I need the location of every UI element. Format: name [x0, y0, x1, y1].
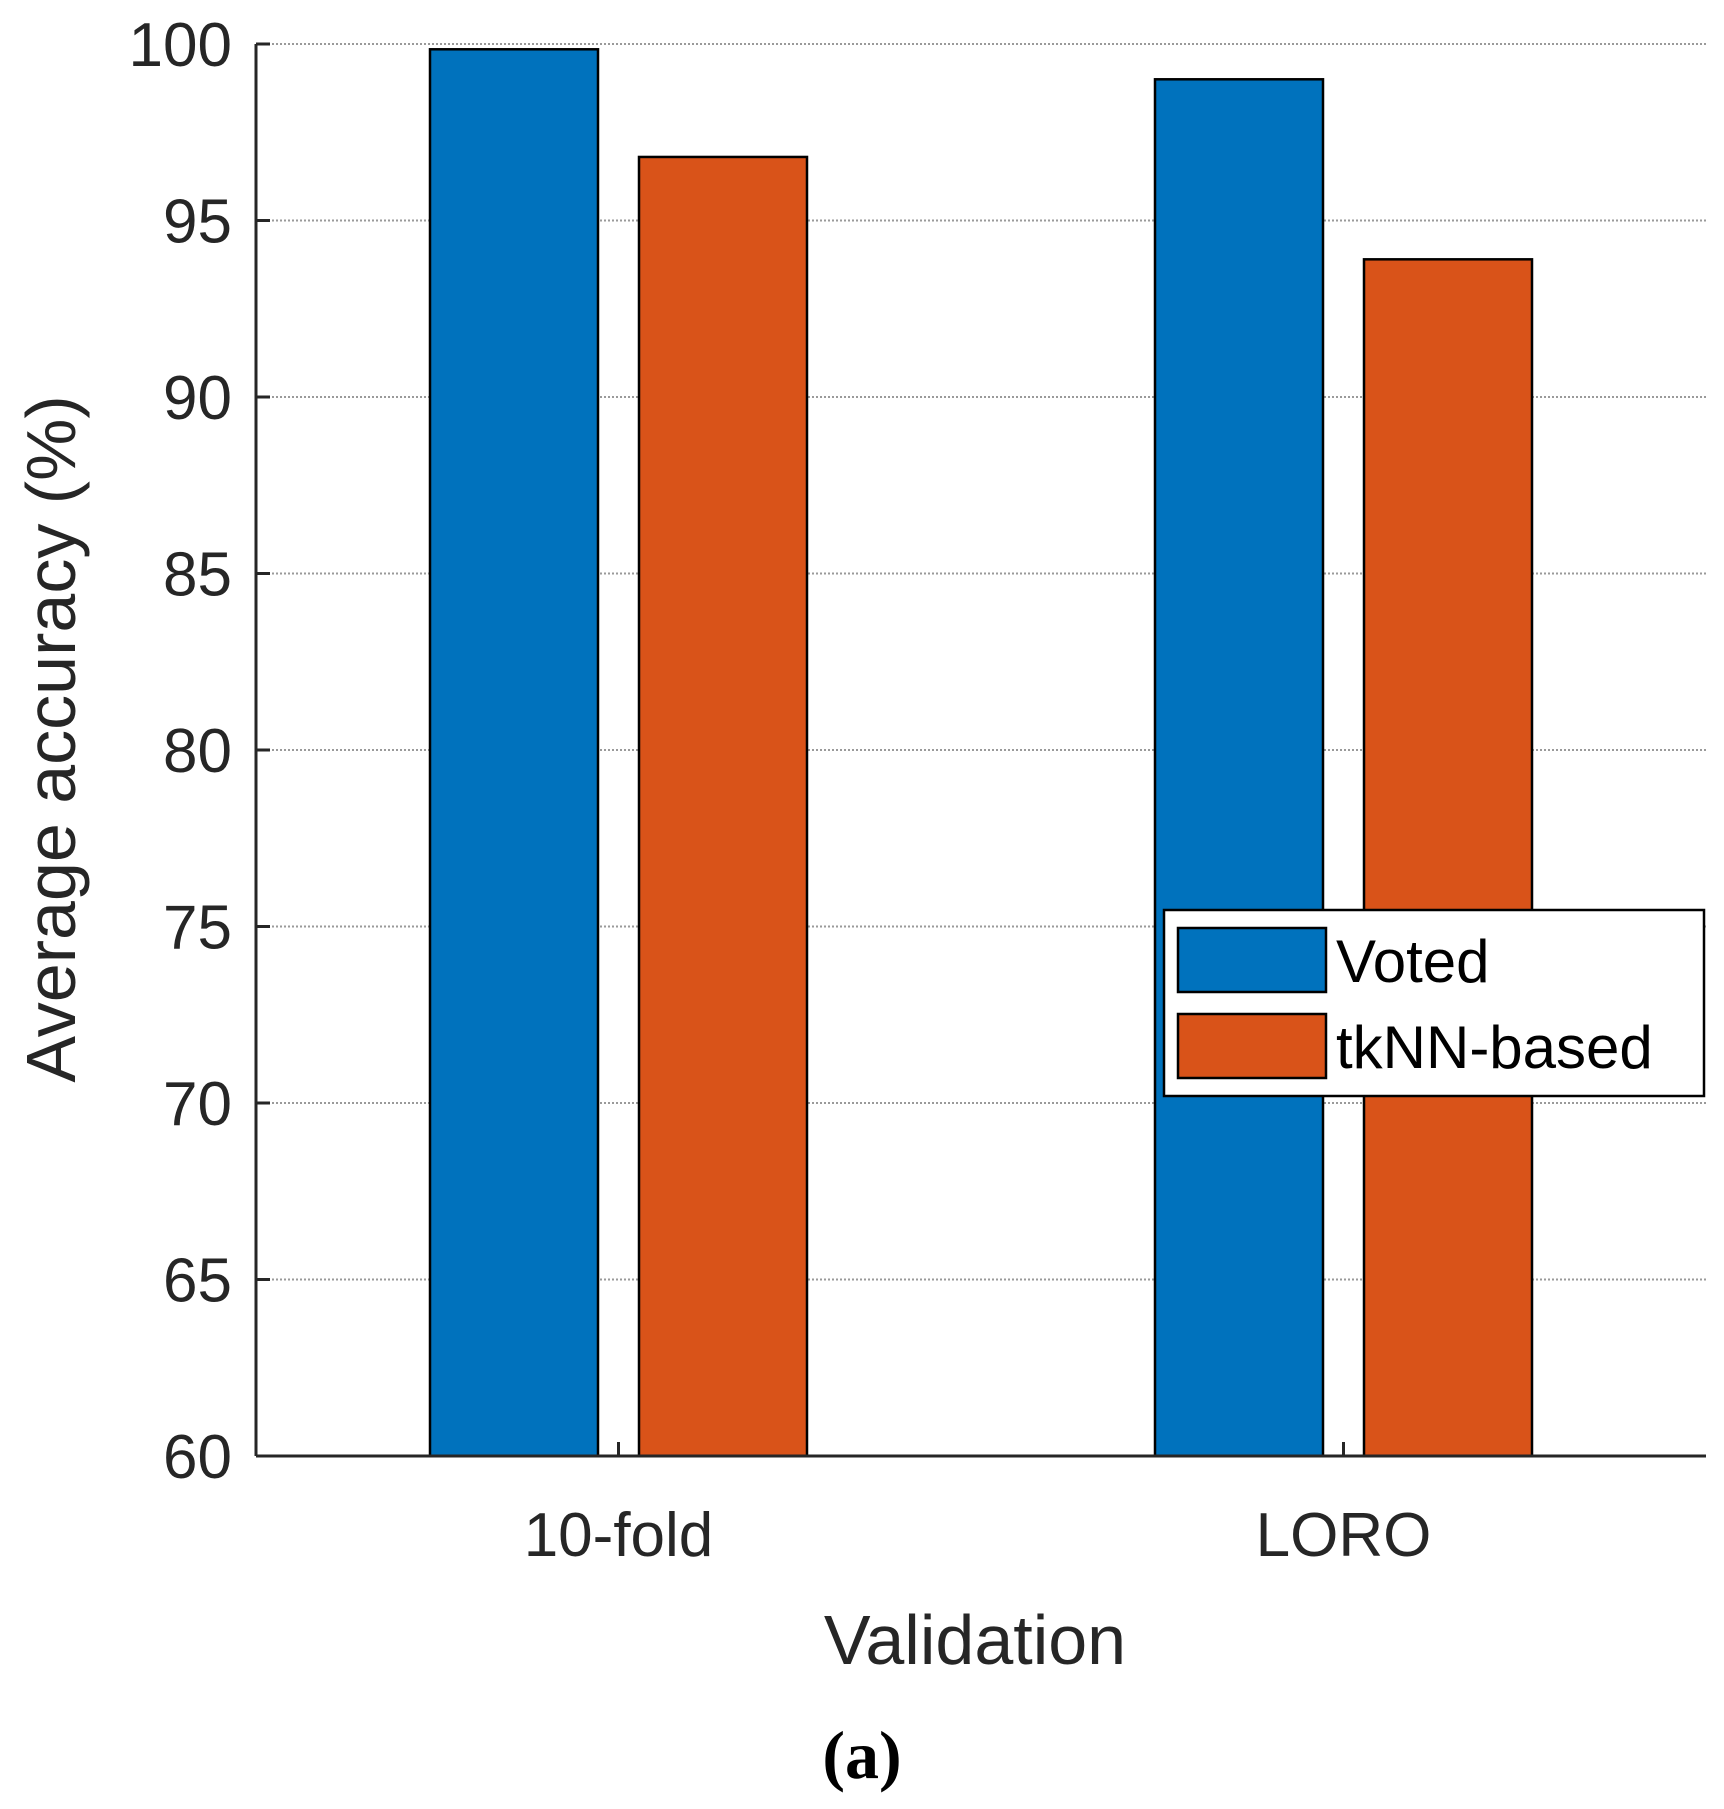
- bar-voted-10-fold: [428, 48, 600, 1458]
- y-tick-label: 65: [163, 1247, 232, 1316]
- bar-tknn-based-10-fold: [637, 155, 809, 1458]
- legend-label: tkNN-based: [1336, 1014, 1653, 1081]
- y-tick-label: 80: [163, 717, 232, 786]
- x-tick-label: LORO: [1256, 1501, 1432, 1570]
- x-tick-labels: 10-fold LORO: [524, 1442, 1432, 1570]
- bar-tknn-based-loro: [1362, 258, 1534, 1458]
- y-tick-label: 70: [163, 1070, 232, 1139]
- legend-label: Voted: [1336, 928, 1490, 995]
- bars: [428, 48, 1534, 1458]
- x-axis-label: Validation: [824, 1601, 1126, 1679]
- legend: Voted tkNN-based: [1162, 908, 1706, 1098]
- y-tick-label: 95: [163, 188, 232, 257]
- y-tick-label: 85: [163, 541, 232, 610]
- x-tick-label: 10-fold: [524, 1501, 714, 1570]
- legend-swatch: [1176, 926, 1328, 994]
- y-tick-label: 100: [129, 11, 232, 80]
- panel-label: (a): [822, 1717, 901, 1793]
- y-tick-labels: 60 65 70 75 80 85 90 95 100: [129, 11, 270, 1492]
- y-tick-label: 60: [163, 1423, 232, 1492]
- y-tick-label: 75: [163, 894, 232, 963]
- y-axis-label: Average accuracy (%): [12, 395, 90, 1082]
- bar-voted-loro: [1153, 78, 1325, 1458]
- y-tick-label: 90: [163, 364, 232, 433]
- legend-swatch: [1176, 1012, 1328, 1080]
